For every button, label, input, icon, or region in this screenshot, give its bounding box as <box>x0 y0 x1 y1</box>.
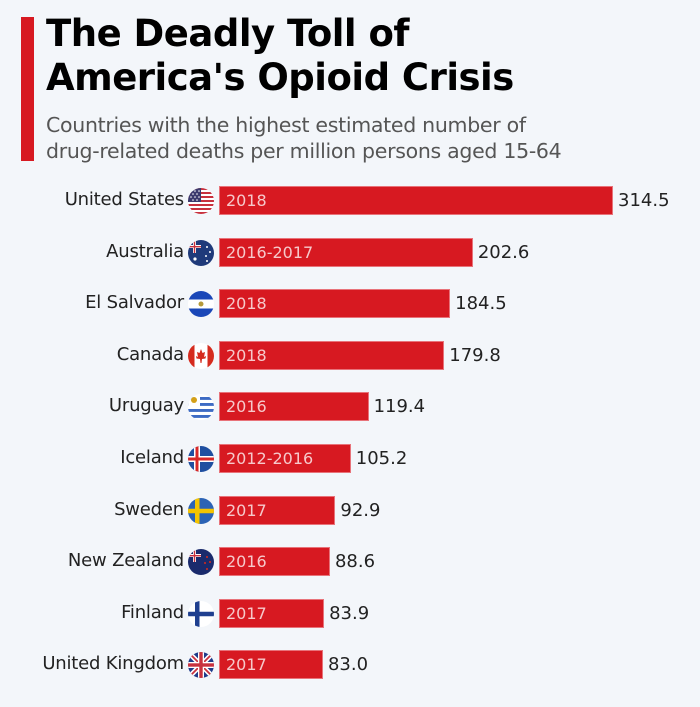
el-salvador-flag-icon <box>188 291 214 318</box>
new-zealand-flag-icon <box>188 549 214 576</box>
category-label: United Kingdom <box>42 653 184 675</box>
bar-row: Canada 2018 179.8 <box>0 340 700 371</box>
subtitle-line-1: Countries with the highest estimated num… <box>46 113 526 137</box>
title-accent-bar <box>21 17 34 161</box>
chart-subtitle: Countries with the highest estimated num… <box>46 112 562 164</box>
category-label: Iceland <box>120 447 184 468</box>
bar-row: El Salvador 2018 184.5 <box>0 289 700 319</box>
bar: 2017 <box>219 495 336 525</box>
category-label: Canada <box>116 343 184 365</box>
bar-row: Finland 2017 83.9 <box>0 598 700 629</box>
title-line-1: The Deadly Toll of <box>46 12 410 55</box>
period-label: 2016 <box>226 397 267 417</box>
bar-row: Iceland 2012-2016 105.2 <box>0 444 700 474</box>
bar: 2017 <box>219 598 325 628</box>
value-label: 92.9 <box>340 499 381 521</box>
period-label: 2017 <box>226 655 267 675</box>
period-label: 2018 <box>226 294 267 314</box>
canada-flag-icon <box>188 342 214 369</box>
sweden-flag-icon <box>188 497 214 524</box>
bar: 2016-2017 <box>219 237 473 267</box>
value-label: 88.6 <box>334 551 376 573</box>
uruguay-flag-icon <box>188 394 214 421</box>
bar: 2018 <box>219 186 613 215</box>
us-flag-icon <box>188 188 214 214</box>
bar-row: Uruguay 2016 119.4 <box>0 392 700 422</box>
value-label: 184.5 <box>455 293 507 315</box>
bar-row: United States 2018 314.5 <box>0 186 700 216</box>
period-label: 2017 <box>226 500 267 520</box>
value-label: 119.4 <box>373 396 426 418</box>
period-label: 2016-2017 <box>226 242 314 262</box>
bar: 2012-2016 <box>219 444 351 473</box>
category-label: Sweden <box>114 498 184 520</box>
category-label: Australia <box>106 240 184 262</box>
chart-title: The Deadly Toll of America's Opioid Cris… <box>46 12 514 100</box>
bar: 2016 <box>219 392 369 422</box>
value-label: 314.5 <box>618 190 670 211</box>
category-label: Finland <box>121 601 184 623</box>
bar: 2018 <box>219 340 445 370</box>
bar-row: Australia 2016-2017 202.6 <box>0 237 700 268</box>
period-label: 2012-2016 <box>226 449 314 468</box>
category-label: United States <box>64 189 184 210</box>
bar: 2018 <box>219 289 451 319</box>
subtitle-line-2: drug-related deaths per million persons … <box>46 139 562 163</box>
finland-flag-icon <box>188 600 214 627</box>
value-label: 202.6 <box>477 241 530 263</box>
value-label: 105.2 <box>355 448 408 469</box>
category-label: Uruguay <box>108 395 184 417</box>
bar-row: New Zealand 2016 88.6 <box>0 547 700 577</box>
period-label: 2016 <box>226 552 267 572</box>
bar-row: Sweden 2017 92.9 <box>0 495 700 526</box>
bar: 2016 <box>219 547 330 577</box>
category-label: New Zealand <box>67 550 184 572</box>
value-label: 179.8 <box>449 344 501 366</box>
period-label: 2018 <box>226 345 267 365</box>
uk-flag-icon <box>188 652 214 679</box>
period-label: 2018 <box>226 191 267 210</box>
bar-row: United Kingdom 2017 83.0 <box>0 650 700 680</box>
bar: 2017 <box>219 650 323 680</box>
category-label: El Salvador <box>85 292 184 314</box>
australia-flag-icon <box>188 239 214 266</box>
title-line-2: America's Opioid Crisis <box>46 56 514 99</box>
iceland-flag-icon <box>188 446 214 472</box>
value-label: 83.0 <box>327 654 369 676</box>
value-label: 83.9 <box>329 602 370 624</box>
period-label: 2017 <box>226 603 267 623</box>
